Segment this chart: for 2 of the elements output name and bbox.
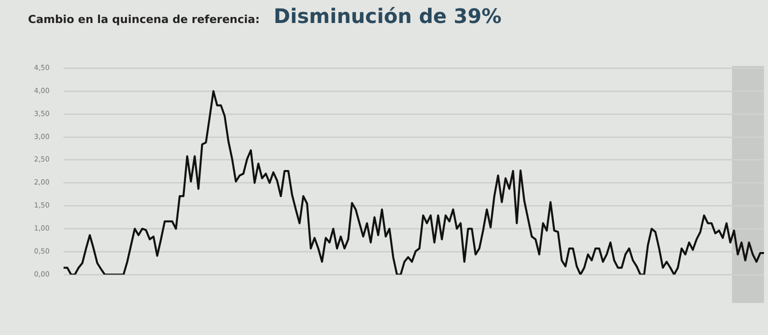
chart-subtitle: Disminución de 39% [274, 4, 502, 28]
chart-title: Cambio en la quincena de referencia: [28, 13, 260, 26]
